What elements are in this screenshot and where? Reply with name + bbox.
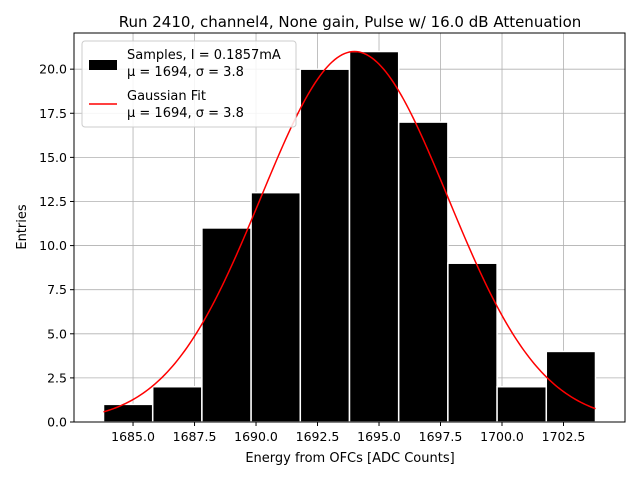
histogram-bar — [250, 191, 302, 423]
histogram-bars — [102, 50, 597, 423]
histogram-bar — [397, 121, 449, 423]
legend-label-fit: Gaussian Fit — [127, 89, 206, 104]
y-axis-ticks: 0.0 2.5 5.0 7.5 10.0 12.5 15.0 17.5 20.0 — [39, 62, 74, 430]
histogram-bar — [151, 385, 203, 423]
y-tick-label: 17.5 — [39, 106, 67, 121]
x-tick-label: 1685.0 — [111, 429, 155, 444]
y-tick-label: 7.5 — [47, 282, 67, 297]
plot-frame — [73, 32, 626, 423]
histogram-bar — [102, 403, 154, 423]
y-tick-label: 10.0 — [39, 238, 67, 253]
histogram-bar — [496, 385, 548, 423]
x-tick-label: 1692.5 — [296, 429, 340, 444]
x-tick-label: 1697.5 — [419, 429, 463, 444]
histogram-bar — [299, 68, 351, 423]
histogram-bar — [348, 50, 400, 423]
x-axis-label: Energy from OFCs [ADC Counts] — [245, 451, 454, 466]
x-tick-label: 1702.5 — [542, 429, 586, 444]
legend-label-samples-stats: μ = 1694, σ = 3.8 — [127, 65, 244, 80]
x-tick-label: 1690.0 — [234, 429, 278, 444]
y-tick-label: 0.0 — [47, 415, 67, 430]
y-tick-label: 15.0 — [39, 150, 67, 165]
legend-label-samples: Samples, I = 0.1857mA — [127, 48, 281, 63]
histogram-bar — [201, 227, 252, 423]
histogram-bar — [447, 262, 498, 423]
legend-swatch-samples — [89, 60, 117, 70]
y-tick-label: 12.5 — [39, 194, 67, 209]
x-tick-label: 1695.0 — [357, 429, 401, 444]
fit-curve-layer — [103, 50, 596, 413]
y-tick-label: 5.0 — [47, 326, 67, 341]
chart-title: Run 2410, channel4, None gain, Pulse w/ … — [119, 13, 582, 31]
y-tick-label: 20.0 — [39, 62, 67, 77]
y-tick-label: 2.5 — [47, 370, 67, 385]
y-axis-label: Entries — [15, 204, 30, 250]
x-axis-ticks: 1685.0 1687.5 1690.0 1692.5 1695.0 1697.5 1700… — [111, 422, 585, 444]
legend-label-fit-stats: μ = 1694, σ = 3.8 — [127, 106, 244, 121]
legend-box — [81, 40, 297, 128]
histogram-bar — [545, 350, 597, 423]
gaussian-fit-curve — [103, 50, 596, 413]
legend: Samples, I = 0.1857mA μ = 1694, σ = 3.8 … — [81, 40, 297, 128]
x-tick-label: 1687.5 — [173, 429, 217, 444]
x-tick-label: 1700.0 — [480, 429, 524, 444]
